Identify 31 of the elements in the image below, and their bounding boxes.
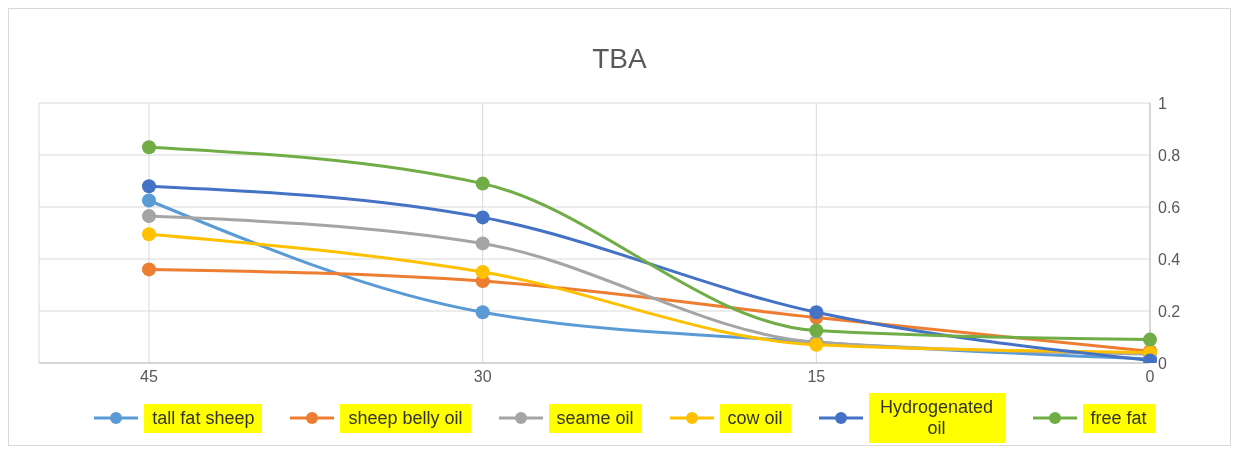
y-tick-label: 0.2: [1158, 302, 1181, 320]
point: [142, 262, 156, 277]
x-tick-label: 0: [1145, 368, 1155, 386]
point: [809, 305, 824, 320]
legend-label: seame oil: [548, 403, 642, 433]
point: [142, 227, 156, 242]
legend-label: free fat: [1082, 403, 1155, 433]
legend-label: cow oil: [719, 403, 791, 433]
point: [1143, 332, 1157, 347]
legend-label: Hydrogenated oil: [868, 393, 1005, 443]
y-tick-label: 0.6: [1158, 198, 1181, 216]
y-tick-label: 0: [1158, 354, 1167, 372]
x-tick-label: 45: [140, 368, 158, 386]
point: [809, 323, 824, 338]
legend-label: tall fat sheep: [144, 403, 263, 433]
point: [475, 305, 490, 320]
point: [475, 236, 490, 251]
y-tick-label: 1: [1158, 94, 1167, 112]
x-tick-label: 30: [473, 368, 492, 386]
chart-title: TBA: [591, 43, 648, 76]
y-tick-label: 0.8: [1158, 146, 1181, 164]
point: [475, 265, 490, 279]
point: [142, 209, 156, 224]
point: [142, 179, 156, 194]
point: [475, 210, 490, 225]
x-tick-label: 15: [807, 368, 826, 386]
point: [142, 140, 156, 155]
y-tick-label: 0.4: [1158, 250, 1181, 268]
legend-label: sheep belly oil: [340, 403, 471, 433]
point: [142, 193, 156, 208]
point: [475, 176, 490, 191]
